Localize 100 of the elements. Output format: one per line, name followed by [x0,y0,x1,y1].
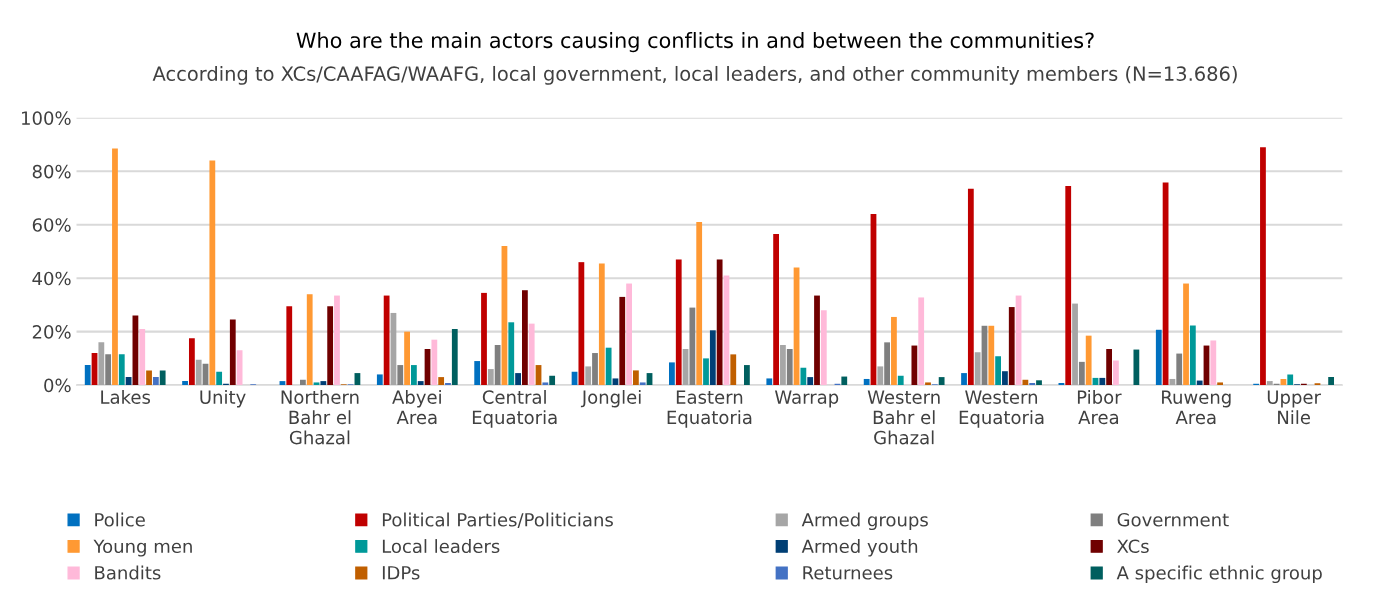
legend-label: XCs [1117,539,1149,554]
bar [1183,283,1189,386]
y-tick-label: 80% [32,164,71,179]
bar [633,370,639,386]
bar [105,354,112,386]
bar [209,160,216,386]
bar [1260,147,1266,386]
bar [578,262,585,386]
bar [216,371,223,386]
bar [445,382,451,386]
bar [112,148,118,386]
legend-label: A specific ethnic group [1116,565,1322,584]
bar [974,352,981,386]
bar [152,377,159,386]
x-tick-label: Eastern Equatoria [667,390,752,428]
bar [1287,374,1294,386]
bar [891,316,897,386]
bar [884,342,891,386]
bar [1113,360,1119,386]
legend-label: Armed youth [801,539,918,557]
bar [182,381,188,386]
bar [1155,329,1162,386]
bar [592,353,598,386]
bar [1328,377,1335,386]
bar [675,259,682,386]
bar [84,365,91,386]
bar [515,373,521,386]
bar [786,349,793,386]
legend-label: IDPs [382,566,420,580]
bar [1002,371,1008,386]
bar [1099,377,1106,386]
bar [626,283,632,386]
legend-label: Local leaders [382,539,500,554]
bar [451,328,458,386]
bar [188,338,195,386]
bar [397,365,404,386]
legend-label: Bandits [95,565,161,580]
bar [1065,185,1072,386]
bar [612,378,619,386]
bar [146,370,152,386]
bar [376,374,383,386]
bar [1217,382,1224,386]
bar [229,319,236,386]
x-tick-label: Upper Nile [1267,390,1321,425]
bar [605,347,612,386]
x-tick-label: Unity [200,389,246,408]
bar [411,365,417,386]
bar [195,359,202,386]
bar [1036,380,1042,386]
bar [1196,380,1203,386]
bar [383,295,390,386]
bar [494,345,501,386]
bar [773,234,780,386]
bar [1176,353,1183,386]
bar [1029,382,1036,386]
bar [716,259,723,386]
bar [877,366,884,386]
x-tick-label: Abyei Area [392,389,441,425]
bar [98,342,105,386]
legend-label: Political Parties/Politicians [382,512,613,528]
bar [1022,379,1029,386]
bar [703,358,709,386]
x-tick-label: Central Equatoria [472,389,557,428]
legend-label: Police [95,512,145,527]
x-tick-label: Lakes [101,389,151,404]
bar [863,378,870,386]
x-tick-label: Northern Bahr el Ghazal [281,389,359,445]
bar [522,290,528,386]
bar [1106,349,1113,386]
bar [814,295,820,386]
bar [988,325,995,386]
x-tick-label: Ruweng Area [1162,390,1231,425]
y-tick-label: 100% [22,111,71,125]
bar [598,263,605,386]
chart-subtitle: According to XCs/CAAFAG/WAAFG, local government, local leaders, and other community members (N=13.686) [152,65,1237,85]
bar [528,323,535,386]
bar [334,295,340,386]
bar [897,375,904,386]
bar [696,222,703,386]
y-tick-label: 20% [32,325,71,339]
bar [995,356,1002,386]
bar [709,330,716,386]
bar [730,354,737,386]
bar [313,382,320,386]
bar [967,188,974,386]
legend-label: Government [1117,512,1229,527]
bar [1085,335,1092,386]
legend-label: Returnees [803,566,893,580]
bar [549,375,556,386]
bar [766,378,773,386]
bar [807,377,814,386]
bar [327,306,334,386]
bar [669,362,675,386]
x-tick-label: Western Equatoria [959,390,1044,428]
bar [431,339,438,386]
x-tick-label: Jonglei [580,389,641,408]
bar [159,370,166,386]
y-tick-label: 0% [44,378,71,393]
bar [820,310,827,386]
x-tick-label: Western Bahr el Ghazal [867,390,940,445]
